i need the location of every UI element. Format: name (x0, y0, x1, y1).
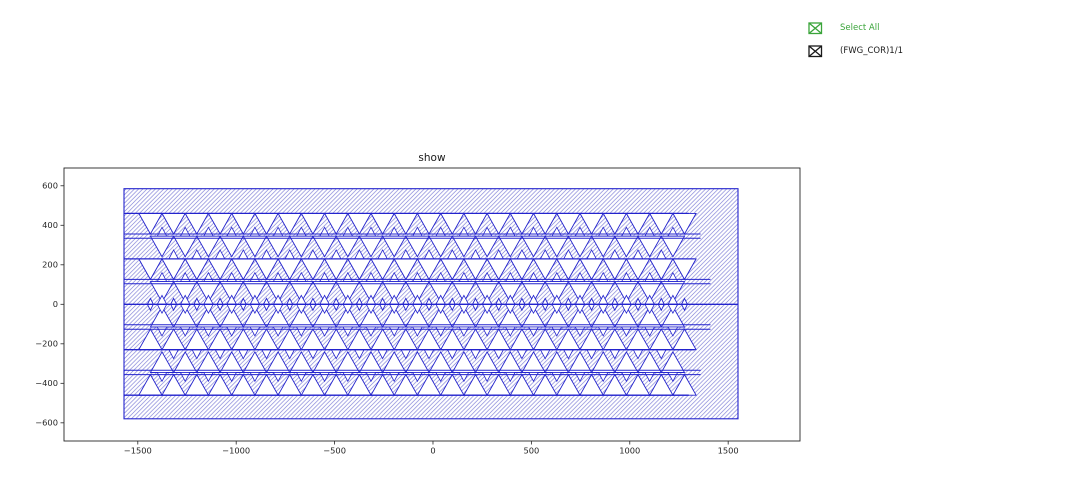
x-tick-label: 500 (523, 446, 539, 456)
y-tick-label: 600 (42, 181, 58, 191)
y-tick-label: −600 (35, 418, 58, 428)
select-all-checkbox[interactable]: Select All (808, 22, 903, 35)
select-all-label[interactable]: Select All (840, 23, 880, 33)
plot-title: show (418, 152, 446, 164)
device-pattern (123, 188, 739, 420)
axis-ticks: −1500 −1000 −500 0 500 1000 1500 −600 −400 −200 0 2… (35, 181, 739, 456)
x-tick-label: 1500 (718, 446, 739, 456)
y-tick-label: 400 (42, 220, 58, 230)
y-tick-label: −200 (35, 339, 58, 349)
y-tick-label: 200 (42, 260, 58, 270)
x-tick-label: −500 (323, 446, 346, 456)
row-boundary-lines (124, 212, 738, 396)
x-tick-label: 0 (430, 446, 435, 456)
x-tick-label: −1500 (124, 446, 152, 456)
checkbox-crossed-icon[interactable] (808, 45, 823, 58)
layer-label-fwg-cor[interactable]: (FWG_COR)1/1 (840, 46, 903, 56)
checkbox-crossed-icon[interactable] (808, 22, 823, 35)
x-tick-label: −1000 (222, 446, 250, 456)
layer-legend-panel: Select All (FWG_COR)1/1 (808, 22, 903, 68)
x-tick-label: 1000 (619, 446, 640, 456)
y-tick-label: 0 (53, 299, 58, 309)
y-tick-label: −400 (35, 378, 58, 388)
layer-checkbox-fwg-cor[interactable]: (FWG_COR)1/1 (808, 45, 903, 58)
